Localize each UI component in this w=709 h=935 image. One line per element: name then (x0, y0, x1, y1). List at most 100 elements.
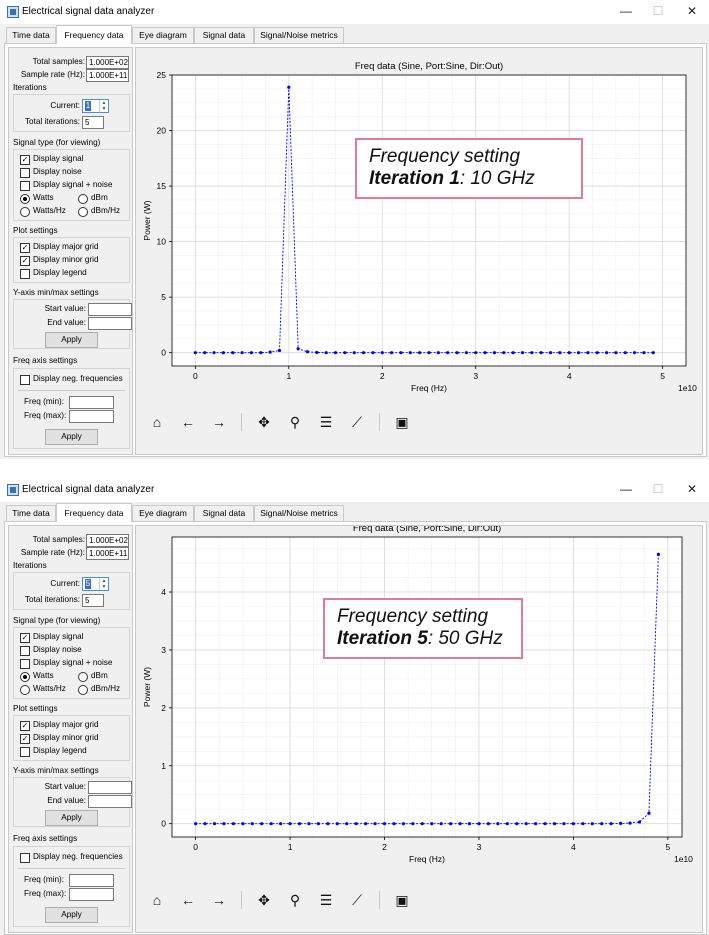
yaxis-group: Start value: End value: Apply (13, 777, 132, 827)
plot-area[interactable]: 0 1 2 3 4 5 0 1 2 3 4 Freq data (Sine, Port:Sine, D… (135, 525, 703, 933)
maximize-button[interactable]: ☐ (652, 482, 664, 496)
current-iteration-spinbox[interactable]: 5 ▲ ▼ (82, 577, 109, 591)
tab-content: Total samples: 1.000E+02 Sample rate (Hz… (4, 521, 707, 935)
x-axis-label: Freq (Hz) (409, 854, 445, 864)
tab-eye-diagram[interactable]: Eye diagram (132, 27, 194, 43)
pan-icon[interactable]: ✥ (258, 414, 270, 430)
plot-area[interactable]: 0 1 2 3 4 5 0 5 10 15 20 25 Freq data (Sine, Port:Si… (135, 47, 703, 455)
frequency-chart[interactable]: 0 1 2 3 4 5 0 1 2 3 4 Freq data (Sine, Port:Sine, D… (136, 526, 702, 932)
title-bar[interactable]: Electrical signal data analyzer — ☐ ✕ (0, 478, 709, 502)
tab-time-data[interactable]: Time data (6, 505, 56, 521)
tab-eye-diagram[interactable]: Eye diagram (132, 505, 194, 521)
start-value-field[interactable] (88, 303, 132, 316)
edit-axis-icon[interactable]: ⟋ (352, 414, 362, 430)
watts-hz-radio[interactable] (20, 685, 30, 695)
spin-arrows-icon[interactable]: ▲ ▼ (99, 100, 108, 112)
current-iteration-spinbox[interactable]: 1 ▲ ▼ (82, 99, 109, 113)
watts-hz-radio[interactable] (20, 207, 30, 217)
data-point (581, 822, 585, 826)
save-icon[interactable]: ▣ (395, 892, 409, 908)
end-value-field[interactable] (88, 317, 132, 330)
forward-arrow-icon[interactable]: → (212, 414, 226, 430)
yaxis-apply-button[interactable]: Apply (45, 332, 98, 348)
minor-grid-checkbox[interactable]: ✓ (20, 734, 30, 744)
data-point (380, 351, 384, 355)
dbm-hz-radio[interactable] (78, 685, 88, 695)
dbm-radio[interactable] (78, 194, 88, 204)
zoom-icon[interactable]: ⚲ (289, 414, 301, 430)
iterations-group: Current: 1 ▲ ▼ Total iterations: 5 (13, 94, 130, 132)
tab-signal-data[interactable]: Signal data (194, 27, 254, 43)
display-signal-checkbox[interactable]: ✓ (20, 633, 30, 643)
data-point (576, 351, 581, 355)
analyzer-window-1: Electrical signal data analyzer — ☐ ✕ Ti… (0, 0, 709, 459)
total-iterations-field[interactable]: 5 (82, 116, 104, 129)
freq-max-field[interactable] (69, 410, 114, 423)
data-point (371, 351, 375, 355)
legend-checkbox[interactable] (20, 747, 30, 757)
home-icon[interactable]: ⌂ (152, 414, 162, 430)
close-button[interactable]: ✕ (686, 4, 698, 18)
save-icon[interactable]: ▣ (395, 414, 409, 430)
minimize-button[interactable]: — (620, 482, 632, 496)
freq-max-field[interactable] (69, 888, 114, 901)
display-signal-checkbox[interactable]: ✓ (20, 155, 30, 165)
total-samples-field[interactable]: 1.000E+02 (86, 534, 129, 547)
frequency-chart[interactable]: 0 1 2 3 4 5 0 5 10 15 20 25 Freq data (Sine, Port:Si… (136, 48, 702, 454)
major-grid-checkbox[interactable]: ✓ (20, 721, 30, 731)
dbm-hz-radio[interactable] (78, 207, 88, 217)
data-point (590, 822, 594, 826)
end-value-field[interactable] (88, 795, 132, 808)
display-signal-noise-checkbox[interactable] (20, 181, 30, 191)
tab-frequency-data[interactable]: Frequency data (56, 25, 132, 44)
sample-rate-field[interactable]: 1.000E+11 (86, 69, 129, 82)
freq-min-field[interactable] (69, 396, 114, 409)
configure-subplots-icon[interactable]: ☰ (319, 414, 333, 430)
tab-signal-data[interactable]: Signal data (194, 505, 254, 521)
plot-frame (171, 74, 687, 367)
minimize-button[interactable]: — (620, 4, 632, 18)
back-arrow-icon[interactable]: ← (181, 892, 195, 908)
pan-icon[interactable]: ✥ (258, 892, 270, 908)
display-signal-noise-checkbox[interactable] (20, 659, 30, 669)
zoom-icon[interactable]: ⚲ (289, 892, 301, 908)
neg-freq-checkbox[interactable] (20, 375, 30, 385)
freq-apply-button[interactable]: Apply (45, 429, 98, 445)
configure-subplots-icon[interactable]: ☰ (319, 892, 333, 908)
x-tick-label: 3 (473, 371, 478, 381)
minor-grid-checkbox[interactable]: ✓ (20, 256, 30, 266)
tab-time-data[interactable]: Time data (6, 27, 56, 43)
data-point (231, 351, 235, 355)
data-point (399, 351, 403, 355)
y-tick-label: 0 (161, 819, 166, 829)
start-value-field[interactable] (88, 781, 132, 794)
spin-arrows-icon[interactable]: ▲ ▼ (99, 578, 108, 590)
major-grid-checkbox[interactable]: ✓ (20, 243, 30, 253)
total-iterations-field[interactable]: 5 (82, 594, 104, 607)
total-samples-field[interactable]: 1.000E+02 (86, 56, 129, 69)
title-bar[interactable]: Electrical signal data analyzer — ☐ ✕ (0, 0, 709, 24)
watts-radio[interactable] (20, 194, 30, 204)
tab-signal-noise-metrics[interactable]: Signal/Noise metrics (254, 505, 344, 521)
close-button[interactable]: ✕ (686, 482, 698, 496)
neg-freq-checkbox[interactable] (20, 853, 30, 863)
freq-apply-button[interactable]: Apply (45, 907, 98, 923)
display-signal-noise-label: Display signal + noise (33, 180, 113, 189)
tab-frequency-data[interactable]: Frequency data (56, 503, 132, 522)
yaxis-apply-button[interactable]: Apply (45, 810, 98, 826)
home-icon[interactable]: ⌂ (152, 892, 162, 908)
data-point (455, 351, 459, 355)
dbm-radio[interactable] (78, 672, 88, 682)
back-arrow-icon[interactable]: ← (181, 414, 195, 430)
edit-axis-icon[interactable]: ⟋ (352, 892, 362, 908)
display-noise-checkbox[interactable] (20, 168, 30, 178)
maximize-button[interactable]: ☐ (652, 4, 664, 18)
neg-freq-label: Display neg. frequencies (33, 374, 123, 383)
tab-signal-noise-metrics[interactable]: Signal/Noise metrics (254, 27, 344, 43)
display-noise-checkbox[interactable] (20, 646, 30, 656)
freq-min-field[interactable] (69, 874, 114, 887)
watts-radio[interactable] (20, 672, 30, 682)
sample-rate-field[interactable]: 1.000E+11 (86, 547, 129, 560)
forward-arrow-icon[interactable]: → (212, 892, 226, 908)
legend-checkbox[interactable] (20, 269, 30, 279)
